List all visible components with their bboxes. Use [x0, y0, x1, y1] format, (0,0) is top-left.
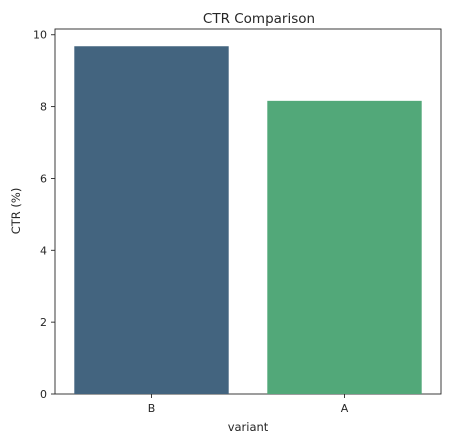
plot-frame	[54, 28, 442, 395]
bar-b	[74, 46, 229, 395]
x-tick-label: A	[341, 402, 349, 415]
y-tick-label: 4	[40, 244, 47, 257]
y-tick-label: 6	[40, 172, 47, 185]
y-tick-label: 8	[40, 101, 47, 114]
x-tick-label: B	[148, 402, 156, 415]
bars-group	[74, 46, 422, 395]
x-axis-title: variant	[228, 420, 269, 434]
chart-title: CTR Comparison	[203, 11, 315, 27]
y-tick-label: 2	[40, 316, 47, 329]
bar-a	[267, 100, 422, 394]
y-axis-title: CTR (%)	[9, 188, 23, 235]
y-tick-label: 10	[33, 29, 47, 42]
y-axis-ticks: 0 2 4 6 8 10	[33, 29, 55, 401]
y-tick-label: 0	[40, 388, 47, 401]
